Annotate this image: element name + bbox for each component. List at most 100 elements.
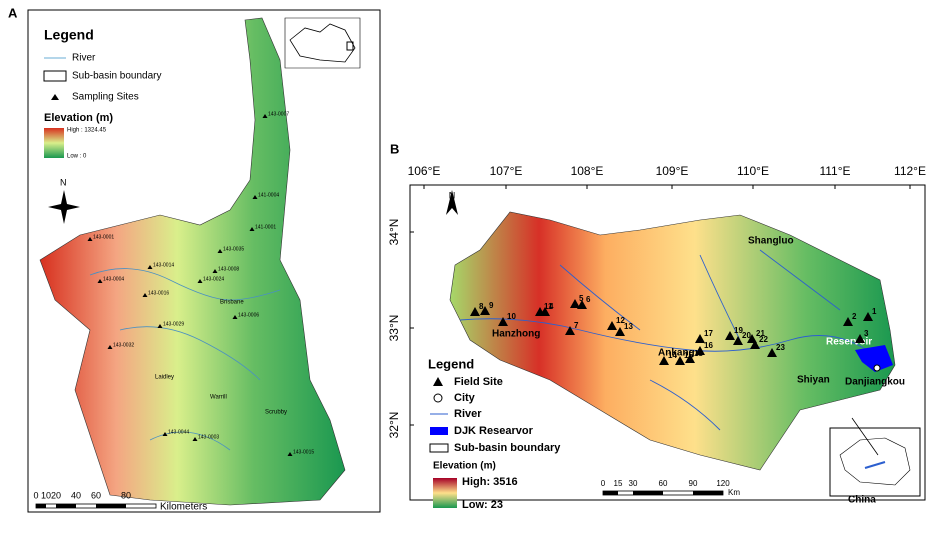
legend-city-swatch — [433, 393, 443, 403]
scale-unit: Km — [728, 488, 740, 497]
sampling-site — [97, 279, 103, 283]
site-label: 143-0004 — [103, 276, 124, 282]
place-label: Brisbane — [220, 300, 244, 306]
scale-tick: 80 — [121, 490, 131, 500]
panel-label: B — [390, 141, 399, 156]
latitude-label: 34°N — [387, 219, 401, 246]
place-label: Shangluo — [748, 236, 794, 247]
scale-bar — [36, 504, 46, 508]
field-site — [767, 348, 777, 357]
field-site — [855, 334, 865, 343]
elevation-title: Elevation (m) — [433, 461, 496, 472]
elevation-low: Low: 23 — [462, 499, 503, 511]
scale-tick: 120 — [716, 479, 730, 488]
sampling-site — [217, 249, 223, 253]
site-label: 143-0008 — [218, 266, 239, 272]
sampling-site — [252, 195, 258, 199]
sampling-site — [147, 265, 153, 269]
legend-item: Sub-basin boundary — [72, 71, 162, 82]
australia-inset — [289, 23, 356, 63]
site-label: 6 — [586, 295, 591, 304]
scale-tick: 90 — [689, 479, 698, 488]
field-site — [750, 340, 760, 349]
rivers — [459, 249, 881, 431]
elevation-high: High: 3516 — [462, 476, 518, 488]
field-site — [498, 317, 508, 326]
legend-site-swatch — [433, 377, 443, 386]
site-label: 143-0044 — [168, 429, 189, 435]
elevation-ramp — [44, 128, 64, 158]
field-site — [843, 317, 853, 326]
sampling-site — [197, 279, 203, 283]
north-arrow — [446, 190, 458, 215]
field-site — [570, 299, 580, 308]
scale-tick: 40 — [71, 490, 81, 500]
site-label: 143-0015 — [293, 449, 314, 455]
longitude-label: 106°E — [408, 164, 441, 178]
elevation-ramp — [433, 478, 457, 508]
scale-tick: 20 — [51, 490, 61, 500]
scale-tick: 30 — [629, 479, 638, 488]
legend-item: DJK Researvor — [454, 425, 534, 437]
legend-item: Field Site — [454, 376, 503, 388]
inset-pointer — [851, 417, 879, 456]
place-label: Warrill — [210, 395, 227, 401]
site-label: 18 — [694, 349, 703, 358]
scale-bar — [633, 491, 663, 495]
site-label: 3 — [864, 329, 869, 338]
site-label: 14 — [668, 351, 677, 360]
place-label: Scrubby — [265, 410, 287, 416]
city — [873, 364, 881, 372]
longitude-label: 112°E — [894, 164, 926, 178]
longitude-label: 111°E — [819, 164, 850, 178]
scale-unit: Kilometers — [160, 502, 207, 513]
north-arrow — [48, 190, 80, 224]
site-label: 17 — [704, 329, 713, 338]
scale-tick: 15 — [614, 479, 623, 488]
site-label: 7 — [574, 321, 579, 330]
longitude-label: 108°E — [571, 164, 604, 178]
china-basin — [864, 461, 886, 469]
site-label: 15 — [684, 351, 693, 360]
scale-tick: 60 — [659, 479, 668, 488]
legend-item: City — [454, 392, 476, 404]
basin-terrain — [449, 211, 896, 471]
sampling-site — [212, 269, 218, 273]
field-site — [725, 331, 735, 340]
site-label: 12 — [616, 316, 625, 325]
north-label: N — [60, 177, 67, 187]
elevation-high: High : 1324.45 — [67, 128, 107, 134]
sampling-site — [249, 227, 255, 231]
inset-label: China — [848, 495, 876, 506]
site-label: 141-0001 — [255, 224, 276, 230]
legend-title: Legend — [428, 356, 474, 371]
scale-tick: 60 — [91, 490, 101, 500]
site-label: 143-0014 — [153, 262, 174, 268]
scale-tick: 10 — [41, 490, 51, 500]
rivers — [89, 268, 281, 451]
sampling-site — [287, 452, 293, 456]
scale-tick: 0 — [33, 490, 38, 500]
sampling-site — [262, 114, 268, 118]
legend-boundary-swatch — [429, 443, 449, 453]
longitude-label: 107°E — [490, 164, 523, 178]
site-label: 9 — [489, 301, 494, 310]
site-label: 22 — [759, 335, 768, 344]
elevation-low: Low : 0 — [67, 154, 87, 160]
longitude-label: 109°E — [656, 164, 689, 178]
sampling-site — [192, 437, 198, 441]
site-label: 143-0035 — [223, 246, 244, 252]
site-label: 143-0006 — [238, 312, 259, 318]
sampling-site — [157, 324, 163, 328]
field-site — [695, 334, 705, 343]
site-label: 1 — [872, 307, 877, 316]
site-label: 19 — [734, 326, 743, 335]
reservoir — [855, 345, 893, 372]
catchment-terrain — [39, 17, 346, 506]
field-site — [685, 354, 695, 363]
field-site — [863, 312, 873, 321]
field-site — [695, 346, 705, 355]
scale-bar — [96, 504, 126, 508]
field-site — [615, 327, 625, 336]
